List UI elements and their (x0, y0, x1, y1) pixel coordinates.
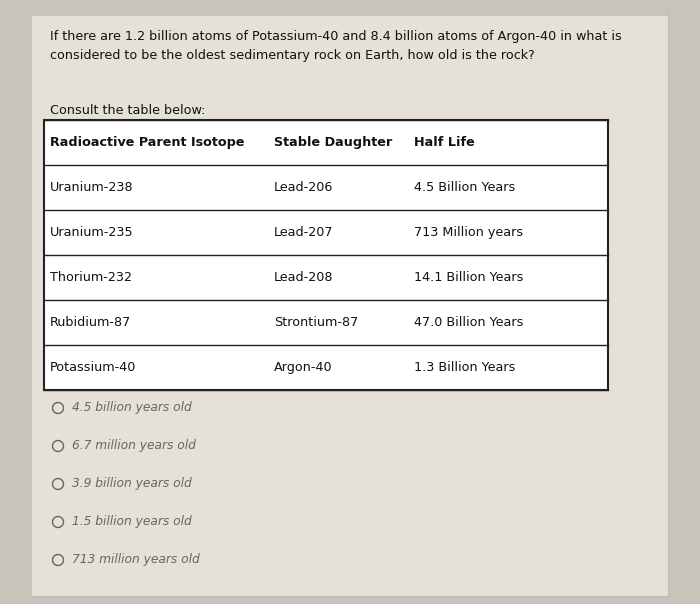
Text: Strontium-87: Strontium-87 (274, 316, 358, 329)
Text: Thorium-232: Thorium-232 (50, 271, 132, 284)
Bar (32, 8, 668, 16)
Bar (44, 120, 608, 390)
Text: 3.9 billion years old: 3.9 billion years old (72, 478, 192, 490)
Text: 4.5 Billion Years: 4.5 Billion Years (414, 181, 515, 194)
Text: Consult the table below:: Consult the table below: (50, 104, 206, 117)
Text: 713 million years old: 713 million years old (72, 553, 200, 567)
Text: Uranium-238: Uranium-238 (50, 181, 134, 194)
Text: 14.1 Billion Years: 14.1 Billion Years (414, 271, 524, 284)
Text: Rubidium-87: Rubidium-87 (50, 316, 132, 329)
Text: Radioactive Parent Isotope: Radioactive Parent Isotope (50, 136, 244, 149)
Text: Lead-207: Lead-207 (274, 226, 333, 239)
Text: Half Life: Half Life (414, 136, 475, 149)
Text: Uranium-235: Uranium-235 (50, 226, 134, 239)
Text: Lead-206: Lead-206 (274, 181, 333, 194)
Text: 1.5 billion years old: 1.5 billion years old (72, 515, 192, 528)
Text: 713 Million years: 713 Million years (414, 226, 523, 239)
Text: Stable Daughter: Stable Daughter (274, 136, 392, 149)
Text: 47.0 Billion Years: 47.0 Billion Years (414, 316, 524, 329)
Text: Potassium-40: Potassium-40 (50, 361, 136, 374)
Text: 6.7 million years old: 6.7 million years old (72, 440, 196, 452)
Text: 4.5 billion years old: 4.5 billion years old (72, 402, 192, 414)
Text: Lead-208: Lead-208 (274, 271, 333, 284)
Text: 1.3 Billion Years: 1.3 Billion Years (414, 361, 515, 374)
Text: If there are 1.2 billion atoms of Potassium-40 and 8.4 billion atoms of Argon-40: If there are 1.2 billion atoms of Potass… (50, 30, 622, 62)
Text: Argon-40: Argon-40 (274, 361, 332, 374)
